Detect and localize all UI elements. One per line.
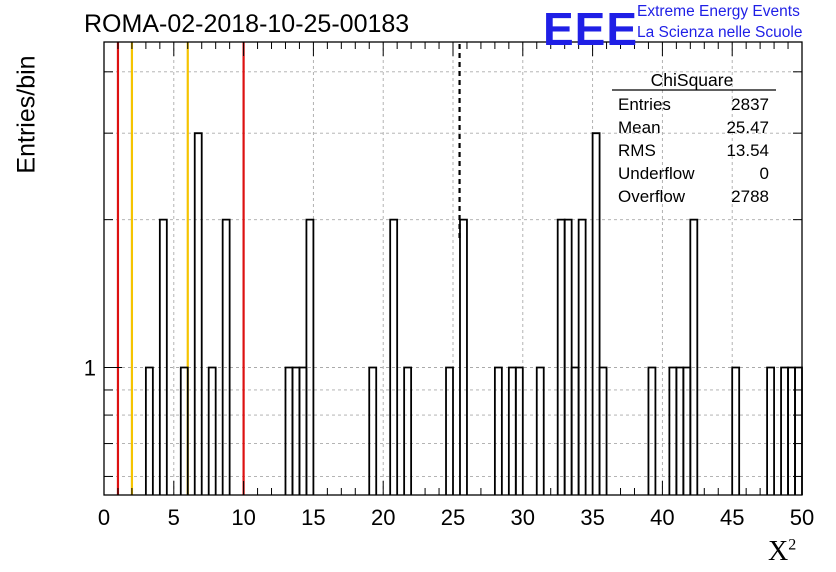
x-tick-label: 30 (511, 505, 535, 530)
histogram-bar (368, 366, 378, 495)
reference-lines (116, 42, 461, 495)
stats-row-value: 13.54 (726, 141, 769, 160)
histogram-bar (682, 366, 692, 495)
y-tick-label: 1 (84, 355, 96, 380)
stats-row-value: 2788 (731, 187, 769, 206)
histogram-bar (389, 218, 399, 495)
logo-line-2: La Scienza nelle Scuole (637, 24, 803, 41)
stats-row-label: Overflow (618, 187, 686, 206)
histogram-bar (787, 366, 796, 495)
x-tick-label: 15 (301, 505, 325, 530)
histogram-bar (563, 218, 573, 495)
x-tick-label: 0 (98, 505, 110, 530)
x-tick-label: 50 (790, 505, 814, 530)
histogram-bar (514, 366, 524, 495)
y-axis-label: Entries/bin (12, 55, 41, 174)
eee-logo: EEE (543, 3, 639, 55)
histogram-bar (570, 366, 580, 495)
chart-title: ROMA-02-2018-10-25-00183 (84, 10, 410, 38)
x-tick-label: 25 (441, 505, 465, 530)
histogram-bar (291, 366, 301, 495)
histogram-bar (221, 218, 231, 495)
stats-row-value: 0 (760, 164, 769, 183)
x-axis-ticks: 0 5 10 15 20 25 30 35 40 45 50 (98, 42, 814, 530)
histogram-bar (591, 132, 601, 495)
histogram-bar (598, 366, 608, 495)
histogram-bar (179, 366, 189, 495)
y-axis-ticks: 1 (84, 71, 802, 477)
histogram-bar (403, 366, 413, 495)
stats-row-label: Underflow (618, 164, 695, 183)
histogram-bars (144, 132, 803, 495)
x-tick-label: 5 (168, 505, 180, 530)
histogram-bar (158, 218, 168, 495)
histogram-bar (766, 366, 775, 495)
stats-row-label: Mean (618, 118, 661, 137)
histogram-bar (284, 366, 294, 495)
histogram-bar (794, 366, 803, 495)
x-tick-label: 20 (371, 505, 395, 530)
logo-line-1: Extreme Energy Events (637, 3, 800, 20)
histogram-bar (507, 366, 517, 495)
x-tick-label: 40 (650, 505, 674, 530)
stats-row-value: 25.47 (726, 118, 769, 137)
histogram-bar (556, 218, 566, 495)
histogram-bar (445, 366, 454, 495)
x-axis-label: X2 (768, 536, 796, 568)
x-tick-label: 10 (231, 505, 255, 530)
stats-box: ChiSquare Entries 2837 Mean 25.47 RMS 13.54 Un… (612, 70, 776, 206)
histogram-bar (193, 132, 203, 495)
x-axis-label-base: X (768, 536, 789, 567)
histogram-bar (535, 366, 545, 495)
stats-box-title: ChiSquare (651, 70, 734, 90)
histogram-bar (298, 366, 308, 495)
histogram-bar (675, 366, 685, 495)
histogram-bar (207, 366, 217, 495)
x-axis-label-superscript: 2 (788, 536, 797, 554)
x-tick-label: 35 (580, 505, 604, 530)
histogram-bar (731, 366, 741, 495)
histogram-bar (780, 366, 789, 495)
histogram-bar (493, 366, 503, 495)
stats-row-label: Entries (618, 95, 671, 114)
histogram-bar (459, 218, 468, 495)
histogram-bar (577, 218, 587, 495)
histogram-bar (144, 366, 154, 495)
histogram-bar (647, 366, 657, 495)
histogram-bar (305, 218, 315, 495)
stats-row-value: 2837 (731, 95, 769, 114)
stats-row-label: RMS (618, 141, 656, 160)
histogram-bar (668, 366, 678, 495)
x-tick-label: 45 (720, 505, 744, 530)
histogram-bar (689, 218, 699, 495)
